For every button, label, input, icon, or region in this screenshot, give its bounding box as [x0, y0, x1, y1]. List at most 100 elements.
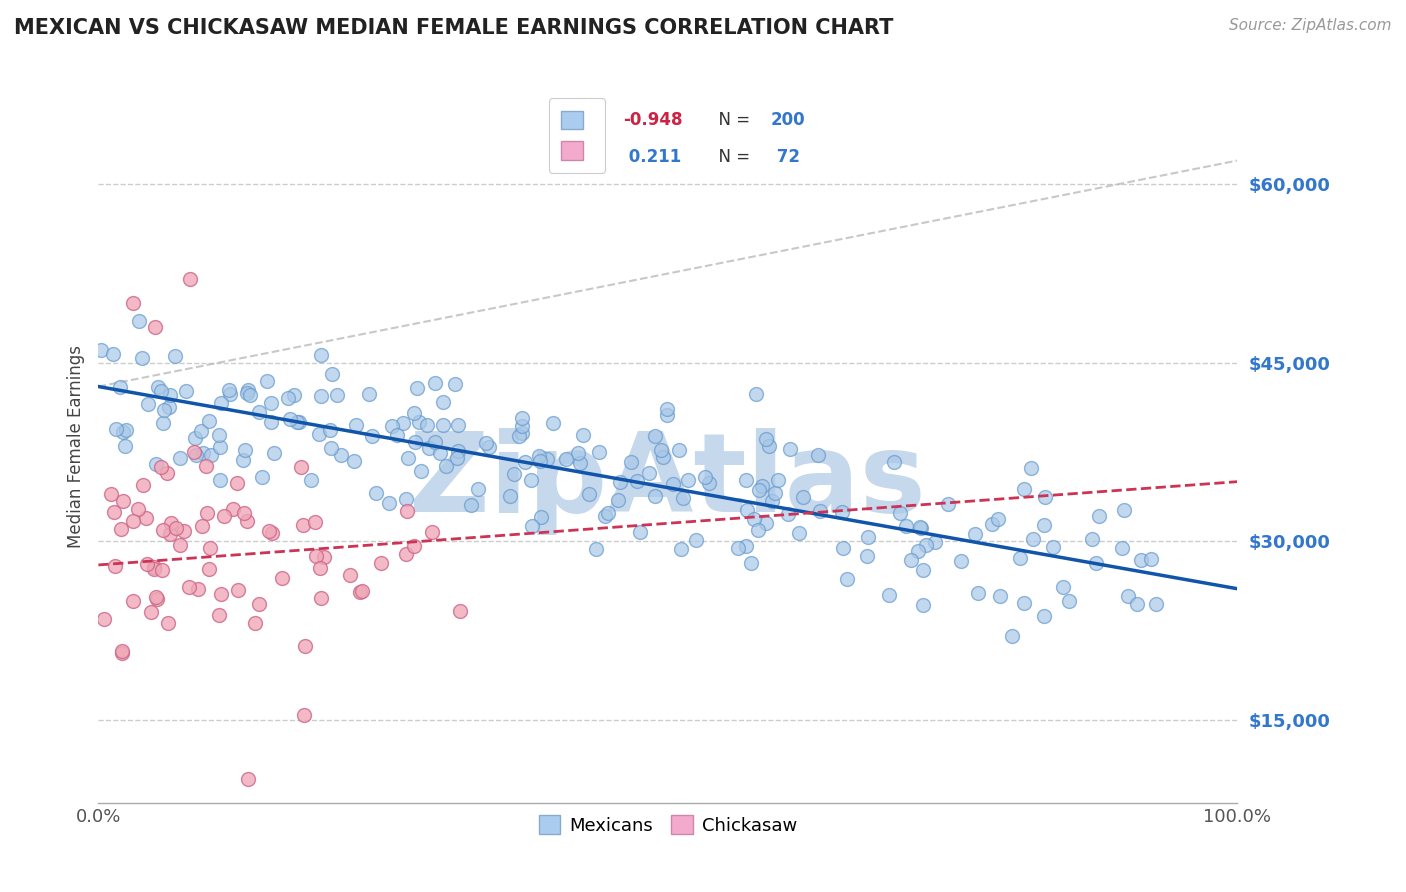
Point: [114, 423, 136, 437]
Point: [1012, 596, 1035, 610]
Point: [135, 511, 157, 525]
Point: [405, 380, 427, 394]
Point: [343, 454, 366, 468]
Point: [122, 593, 145, 607]
Point: [292, 517, 315, 532]
Point: [568, 456, 591, 470]
Point: [395, 491, 418, 506]
Point: [195, 458, 218, 473]
Point: [232, 452, 254, 467]
Point: [638, 466, 661, 480]
Point: [271, 571, 294, 585]
Point: [153, 402, 176, 417]
Point: [668, 443, 690, 458]
Point: [460, 498, 482, 512]
Point: [936, 497, 959, 511]
Point: [247, 405, 270, 419]
Point: [256, 374, 278, 388]
Point: [727, 541, 749, 556]
Point: [776, 507, 799, 521]
Point: [121, 296, 143, 310]
Point: [450, 604, 472, 618]
Point: [377, 496, 399, 510]
Point: [908, 520, 931, 534]
Point: [911, 598, 934, 612]
Point: [678, 473, 700, 487]
Point: [305, 549, 328, 564]
Point: [235, 442, 257, 457]
Text: 200: 200: [770, 112, 806, 129]
Point: [292, 708, 315, 723]
Point: [157, 400, 180, 414]
Point: [1088, 508, 1111, 523]
Point: [543, 416, 565, 430]
Point: [420, 524, 443, 539]
Point: [314, 550, 336, 565]
Point: [907, 543, 929, 558]
Point: [344, 418, 367, 433]
Point: [145, 457, 167, 471]
Point: [114, 439, 136, 453]
Point: [146, 380, 169, 394]
Point: [145, 320, 167, 334]
Point: [429, 445, 451, 459]
Point: [751, 479, 773, 493]
Point: [593, 509, 616, 524]
Point: [387, 428, 409, 442]
Point: [208, 473, 231, 487]
Point: [277, 391, 299, 405]
Text: Source: ZipAtlas.com: Source: ZipAtlas.com: [1229, 18, 1392, 33]
Point: [508, 429, 530, 443]
Point: [278, 411, 301, 425]
Point: [787, 525, 810, 540]
Point: [190, 424, 212, 438]
Point: [735, 473, 758, 487]
Point: [792, 490, 814, 504]
Point: [1112, 502, 1135, 516]
Point: [169, 450, 191, 465]
Point: [1001, 629, 1024, 643]
Point: [425, 376, 447, 391]
Point: [832, 541, 855, 556]
Point: [93, 612, 115, 626]
Point: [685, 533, 707, 548]
Point: [177, 580, 200, 594]
Point: [165, 350, 187, 364]
Point: [219, 387, 242, 401]
Point: [247, 597, 270, 611]
Point: [657, 408, 679, 422]
Point: [136, 397, 159, 411]
Point: [620, 455, 643, 469]
Point: [512, 419, 534, 434]
Point: [513, 455, 536, 469]
Point: [100, 487, 122, 501]
Legend: Mexicans, Chickasaw: Mexicans, Chickasaw: [530, 806, 806, 844]
Point: [404, 434, 426, 449]
Text: MEXICAN VS CHICKASAW MEDIAN FEMALE EARNINGS CORRELATION CHART: MEXICAN VS CHICKASAW MEDIAN FEMALE EARNI…: [14, 18, 893, 37]
Point: [285, 415, 308, 429]
Point: [650, 443, 672, 458]
Point: [748, 483, 770, 497]
Point: [260, 395, 283, 409]
Point: [294, 640, 316, 654]
Point: [209, 440, 232, 454]
Point: [187, 582, 209, 596]
Point: [381, 419, 404, 434]
Point: [555, 451, 578, 466]
Point: [950, 554, 973, 568]
Point: [835, 573, 858, 587]
Point: [157, 616, 180, 631]
Point: [150, 384, 173, 399]
Point: [915, 539, 938, 553]
Point: [672, 491, 695, 505]
Point: [740, 556, 762, 570]
Point: [236, 383, 259, 397]
Point: [287, 415, 309, 429]
Point: [1111, 541, 1133, 555]
Text: 72: 72: [770, 148, 800, 166]
Point: [321, 441, 343, 455]
Point: [755, 516, 778, 530]
Point: [112, 425, 135, 440]
Point: [924, 535, 946, 549]
Point: [900, 553, 922, 567]
